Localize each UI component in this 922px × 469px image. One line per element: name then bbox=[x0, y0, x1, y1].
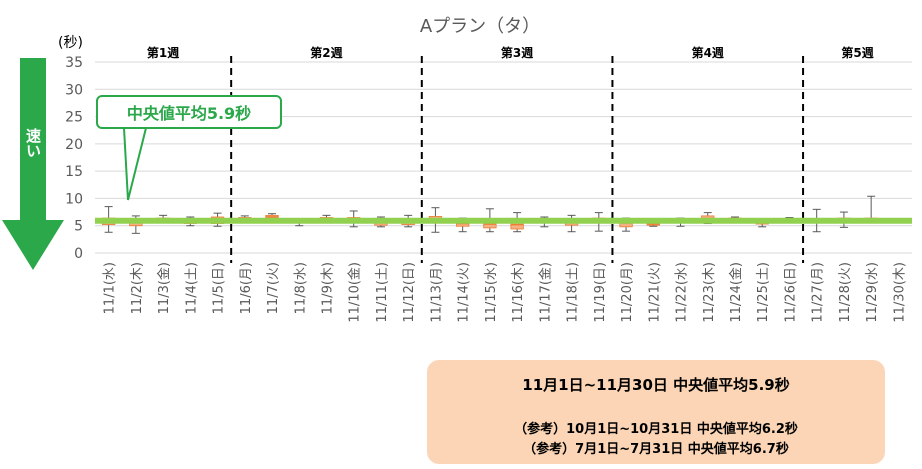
x-tick-label: 11/15(水) bbox=[484, 262, 499, 323]
week-label: 第4週 bbox=[692, 45, 724, 60]
x-tick-label: 11/23(木) bbox=[702, 262, 717, 323]
x-tick-label: 11/29(水) bbox=[865, 262, 880, 323]
x-axis-tick-labels: 11/1(水) 11/2(木) 11/3(金) 11/4(土) 11/5(日) 11/6(… bbox=[103, 262, 908, 323]
summary-ref-july: （参考）7月1日~7月31日 中央値平均6.7秒 bbox=[523, 442, 789, 457]
x-tick-label: 11/10(金) bbox=[347, 262, 363, 323]
x-tick-label: 11/26(日) bbox=[783, 262, 798, 323]
x-tick-label: 11/11(土) bbox=[375, 262, 390, 323]
y-tick-label: 25 bbox=[65, 110, 83, 126]
y-tick-label: 35 bbox=[65, 55, 83, 71]
callout-pointer-group bbox=[122, 127, 148, 201]
x-tick-label: 11/27(月) bbox=[811, 262, 826, 323]
x-tick-label: 11/2(木) bbox=[130, 262, 145, 314]
x-tick-label: 11/16(木) bbox=[511, 262, 526, 323]
y-tick-label: 0 bbox=[74, 246, 83, 262]
summary-main: 11月1日~11月30日 中央値平均5.9秒 bbox=[522, 376, 790, 394]
y-axis-ticks: 0 5 10 15 20 25 30 35 bbox=[65, 55, 83, 262]
x-tick-label: 11/18(土) bbox=[566, 262, 581, 323]
x-tick-label: 11/14(火) bbox=[457, 262, 472, 323]
week-label: 第2週 bbox=[310, 45, 342, 60]
x-tick-label: 11/19(日) bbox=[593, 262, 608, 323]
x-tick-label: 11/13(月) bbox=[429, 262, 444, 323]
x-tick-label: 11/20(月) bbox=[620, 262, 635, 323]
week-label: 第1週 bbox=[147, 45, 179, 60]
x-tick-label: 11/12(日) bbox=[402, 262, 417, 323]
speed-arrow-icon bbox=[2, 58, 64, 270]
chart-title: Aプラン（タ） bbox=[419, 16, 541, 37]
x-tick-label: 11/1(水) bbox=[103, 262, 118, 314]
week-separators: 第1週 第2週 第3週 第4週 第5週 bbox=[147, 45, 874, 263]
y-axis-unit: (秒) bbox=[58, 35, 83, 51]
x-tick-label: 11/4(土) bbox=[184, 262, 199, 314]
y-tick-label: 15 bbox=[65, 164, 83, 180]
x-tick-label: 11/3(金) bbox=[156, 262, 172, 314]
x-tick-label: 11/5(日) bbox=[212, 262, 227, 314]
x-tick-label: 11/17(金) bbox=[537, 262, 553, 323]
summary-box: 11月1日~11月30日 中央値平均5.9秒 （参考）10月1日~10月31日 … bbox=[427, 360, 885, 464]
speed-label: 速い bbox=[24, 128, 42, 158]
x-tick-label: 11/28(火) bbox=[838, 262, 853, 323]
x-tick-label: 11/22(水) bbox=[675, 262, 690, 323]
callout-pointer bbox=[122, 127, 148, 201]
y-tick-label: 10 bbox=[65, 191, 83, 207]
x-tick-label: 11/30(木) bbox=[892, 262, 907, 323]
y-tick-label: 20 bbox=[65, 137, 83, 153]
x-tick-label: 11/21(火) bbox=[647, 262, 662, 323]
median-callout: 中央値平均5.9秒 bbox=[96, 95, 282, 129]
x-tick-label: 11/9(木) bbox=[320, 262, 335, 314]
y-tick-label: 5 bbox=[74, 219, 83, 235]
x-tick-label: 11/24(金) bbox=[728, 262, 744, 323]
x-tick-label: 11/7(火) bbox=[266, 262, 281, 314]
boxes bbox=[101, 195, 906, 234]
x-tick-label: 11/25(土) bbox=[756, 262, 771, 323]
summary-ref-october: （参考）10月1日~10月31日 中央値平均6.2秒 bbox=[514, 422, 798, 437]
x-tick-label: 11/6(月) bbox=[239, 262, 254, 314]
x-tick-label: 11/8(水) bbox=[293, 262, 308, 314]
y-tick-label: 30 bbox=[65, 82, 83, 98]
week-label: 第3週 bbox=[501, 45, 533, 60]
week-label: 第5週 bbox=[841, 45, 873, 60]
